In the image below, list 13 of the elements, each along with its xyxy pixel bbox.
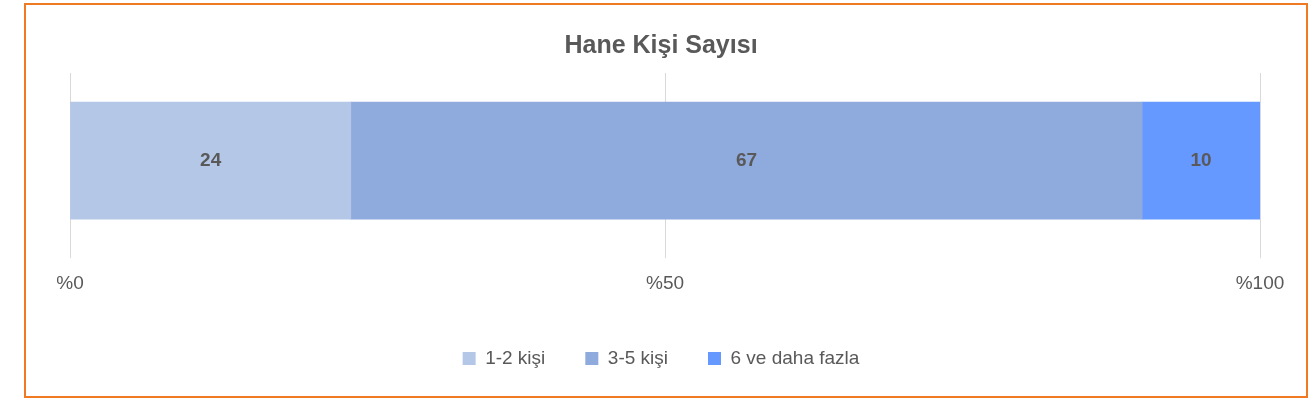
legend-label: 3-5 kişi (607, 346, 668, 368)
legend-label: 6 ve daha fazla (730, 346, 860, 368)
data-label: 24 (200, 148, 222, 170)
bar (1141, 101, 1260, 220)
data-label: 67 (735, 148, 758, 170)
x-tick-label: %50 (645, 271, 685, 293)
x-tick-label: %100 (1235, 271, 1285, 293)
bar (70, 101, 352, 220)
x-tick-label: %0 (56, 271, 84, 293)
legend-label: 1-2 kişi (485, 346, 546, 368)
chart-title: Hane Kişi Sayısı (564, 29, 758, 58)
bar (350, 101, 1143, 220)
data-label: 10 (1190, 148, 1212, 170)
